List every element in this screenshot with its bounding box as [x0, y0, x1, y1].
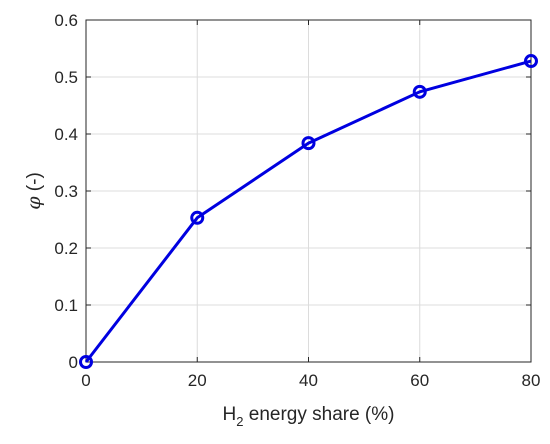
series	[79, 54, 538, 369]
y-tick-label: 0.3	[54, 182, 78, 201]
data-point	[79, 355, 93, 369]
x-axis-title: H2 energy share (%)	[223, 404, 395, 429]
y-tick-label: 0.4	[54, 125, 78, 144]
ticks: 0 20 40 60 80 0 0.1 0.2 0.3 0.4 0.5 0.6	[54, 11, 540, 390]
series-line	[84, 59, 532, 363]
x-tick-label: 80	[522, 371, 541, 390]
y-tick-label: 0.2	[54, 239, 78, 258]
x-axis-title-main: H	[223, 404, 237, 425]
x-tick-label: 0	[81, 371, 90, 390]
x-tick-label: 60	[410, 371, 429, 390]
x-tick-label: 20	[188, 371, 207, 390]
x-tick-label: 40	[299, 371, 318, 390]
x-axis-title-subscript: 2	[236, 414, 243, 429]
data-point	[301, 136, 316, 151]
y-axis-title-unit: (-)	[24, 172, 45, 196]
y-tick-label: 0.5	[54, 68, 78, 87]
data-point	[190, 210, 205, 225]
data-point	[412, 84, 427, 99]
grid	[86, 20, 531, 362]
x-axis-title-rest: energy share (%)	[243, 404, 394, 425]
y-axis-title-symbol: φ	[23, 196, 45, 210]
data-point	[524, 54, 538, 69]
y-tick-label: 0.1	[54, 296, 78, 315]
y-tick-label: 0.6	[54, 11, 78, 30]
y-tick-label: 0	[69, 353, 78, 372]
y-axis-title: φ (-)	[23, 172, 45, 210]
